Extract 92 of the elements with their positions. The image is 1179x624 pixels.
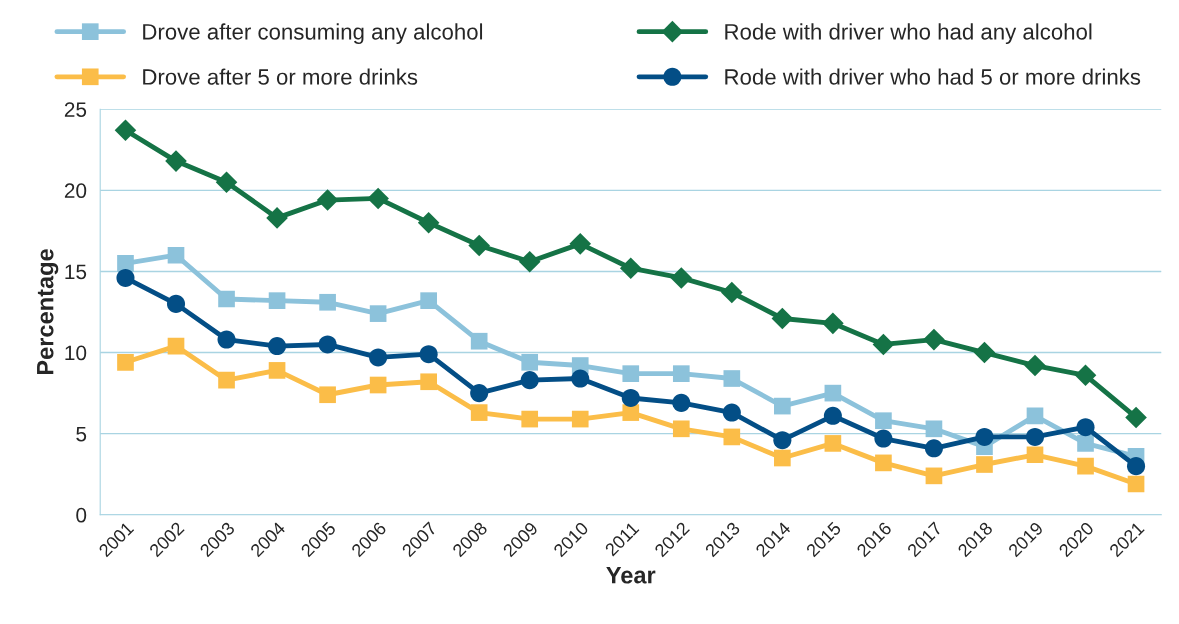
point <box>823 406 842 425</box>
point <box>215 171 238 194</box>
point <box>1076 418 1095 437</box>
point <box>470 384 489 403</box>
point <box>621 388 640 408</box>
point <box>420 373 437 391</box>
point <box>369 376 387 394</box>
point <box>319 386 336 404</box>
point <box>622 404 640 421</box>
point <box>165 150 187 172</box>
point <box>1026 407 1044 425</box>
point <box>1025 427 1045 446</box>
point <box>1127 475 1145 493</box>
point <box>824 435 842 452</box>
legend-label: Rode with driver who had 5 or more drinks <box>725 68 1141 85</box>
point <box>875 454 892 472</box>
point <box>721 281 743 304</box>
point <box>824 384 842 402</box>
point <box>976 456 993 473</box>
point <box>925 420 943 438</box>
point <box>1127 457 1146 476</box>
point <box>973 341 996 364</box>
point <box>167 337 185 355</box>
point <box>116 268 135 287</box>
point <box>774 397 791 415</box>
point <box>417 211 440 234</box>
point <box>217 330 236 349</box>
y-axis-title: Percentage <box>37 249 59 375</box>
point <box>470 332 488 350</box>
point <box>518 250 541 273</box>
point <box>319 293 336 311</box>
point <box>924 439 943 458</box>
point <box>1026 446 1044 464</box>
point <box>672 420 690 438</box>
point <box>419 345 438 364</box>
y-tick-label: 15 <box>65 264 87 280</box>
point <box>1024 354 1046 377</box>
point <box>521 410 539 428</box>
point <box>166 294 186 313</box>
point <box>670 267 693 289</box>
point <box>367 187 389 210</box>
point <box>1077 457 1094 475</box>
point <box>774 449 791 467</box>
point <box>1125 406 1147 429</box>
point <box>218 290 235 308</box>
point <box>268 362 286 379</box>
point <box>167 246 185 264</box>
point <box>268 292 286 309</box>
x-axis-title: Year <box>606 567 656 584</box>
y-tick-label: 20 <box>64 183 87 199</box>
point <box>117 353 134 371</box>
point <box>622 365 640 382</box>
point <box>268 337 287 356</box>
point <box>369 305 387 322</box>
point <box>1074 364 1097 387</box>
y-tick-label: 10 <box>65 345 87 361</box>
point <box>925 467 943 485</box>
point <box>822 312 844 335</box>
point <box>420 292 437 309</box>
point <box>571 410 589 428</box>
point <box>369 348 388 367</box>
point <box>619 257 642 279</box>
legend-label: Rode with driver who had any alcohol <box>725 23 1092 45</box>
point <box>114 119 137 142</box>
y-tick-label: 25 <box>64 102 87 117</box>
point <box>1077 435 1094 452</box>
y-tick-label: 0 <box>76 507 87 523</box>
legend-label: Drove after consuming any alcohol <box>143 23 483 45</box>
point <box>923 328 945 351</box>
point <box>521 353 539 371</box>
point <box>874 429 893 448</box>
point <box>975 427 994 446</box>
point <box>520 371 539 390</box>
point <box>872 333 895 356</box>
point <box>571 369 590 388</box>
legend-label: Drove after 5 or more drinks <box>143 68 418 85</box>
point <box>722 403 741 422</box>
point <box>875 412 892 430</box>
point <box>266 207 288 229</box>
point <box>723 428 741 446</box>
point <box>771 307 794 330</box>
point <box>316 189 339 211</box>
y-tick-label: 5 <box>76 426 87 442</box>
point <box>672 365 690 382</box>
point <box>218 371 235 389</box>
point <box>318 335 337 354</box>
point <box>773 431 792 450</box>
point <box>470 404 488 421</box>
point <box>569 233 592 255</box>
point <box>723 370 741 387</box>
point <box>672 393 691 412</box>
point <box>468 234 490 257</box>
